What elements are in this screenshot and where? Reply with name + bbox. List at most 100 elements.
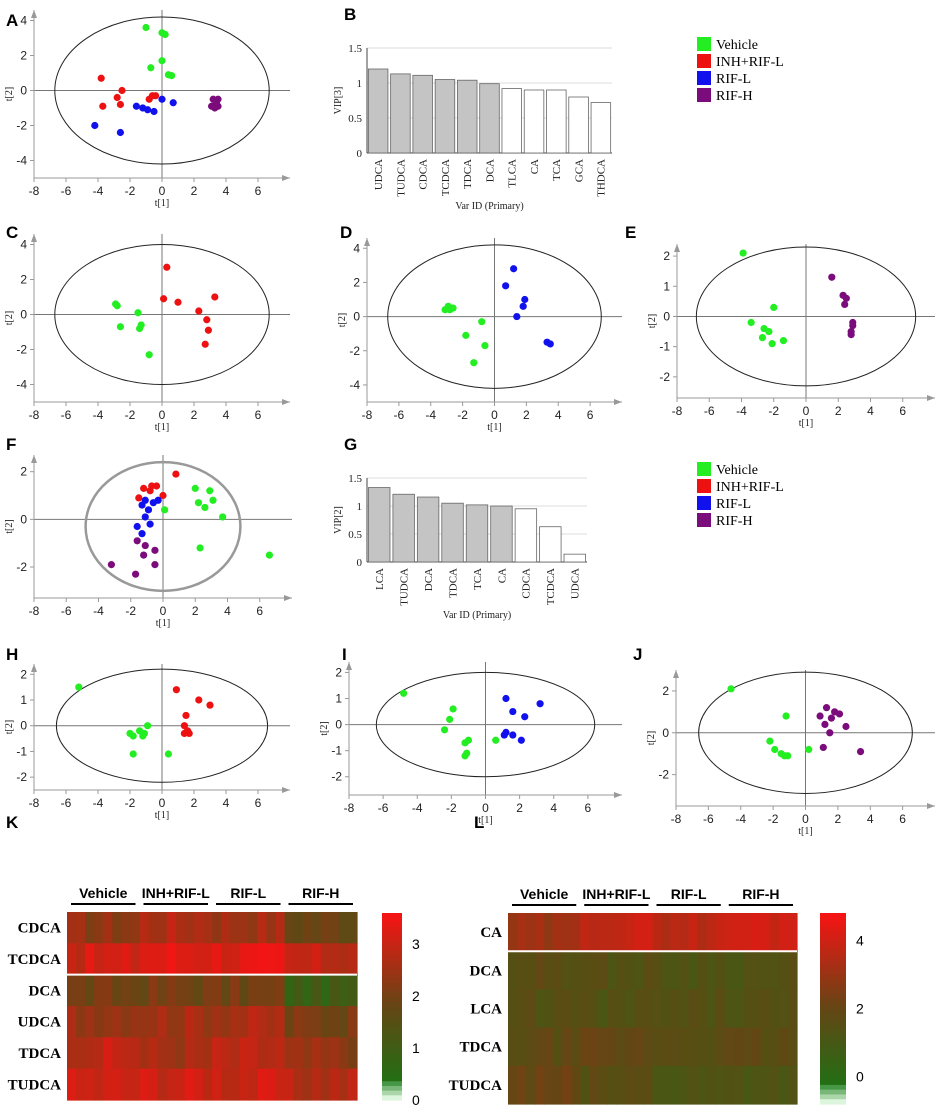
bottom-axis-arrow [282, 175, 290, 181]
scatter-point-rif_h [821, 720, 829, 729]
heatmap-cell [184, 943, 195, 976]
confidence-ellipse [54, 244, 270, 385]
heatmap-cell [724, 1027, 735, 1067]
y-tick-label: -4 [16, 154, 27, 168]
colorbar-segment [382, 941, 402, 947]
colorbar-segment [820, 1056, 846, 1062]
heatmap-cell [157, 912, 168, 944]
colorbar-segment [382, 955, 402, 961]
bottom-axis-arrow [927, 395, 935, 401]
heatmap-cell [293, 974, 304, 1007]
bottom-axis-arrow [927, 803, 935, 809]
heatmap-cell [733, 989, 744, 1029]
x-tick-label: 0 [159, 796, 166, 810]
legend-swatch [697, 37, 711, 51]
confidence-ellipse [55, 668, 269, 783]
heatmap-cell [571, 1027, 581, 1067]
heatmap-cell [76, 1068, 86, 1101]
y-axis-label: t[2] [319, 721, 330, 735]
heatmap-cell [661, 1065, 672, 1105]
heatmap-cell [535, 913, 545, 952]
heatmap-cell [706, 913, 717, 952]
heatmap-cell [760, 989, 771, 1029]
heatmap-group-label: INH+RIF-L [582, 886, 651, 902]
scatter-point-rif_h [835, 710, 844, 718]
heatmap-cell [85, 1006, 95, 1038]
x-axis-label: t[1] [156, 618, 170, 629]
scatter-point-vehicle [75, 683, 83, 691]
heatmap-cell [347, 912, 358, 944]
heatmap-cell [787, 1027, 798, 1067]
x-tick-label: -4 [93, 604, 104, 618]
heatmap-cell [625, 989, 636, 1029]
scatter-point-rif_h [816, 712, 824, 720]
vip-bar [546, 89, 567, 154]
colorbar-segment [820, 989, 846, 995]
scatter-point-inh_rif_l [99, 102, 107, 110]
scatter-point-rif_l [133, 522, 141, 531]
heatmap-cell [607, 951, 617, 990]
scatter-point-vehicle [194, 499, 203, 507]
scatter-point-rif_l [154, 496, 162, 504]
heatmap-cell [293, 943, 304, 976]
colorbar-segment [820, 1051, 846, 1057]
scatter-point-inh_rif_l [172, 470, 180, 478]
heatmap-cell [562, 1065, 572, 1105]
heatmap-cell [553, 951, 563, 990]
heatmap-cell [320, 1068, 331, 1101]
heatmap-cell [112, 1068, 122, 1101]
y-tick-label: -1 [659, 340, 670, 354]
heatmap-cell [130, 974, 141, 1007]
colorbar-segment [820, 1084, 846, 1091]
heatmap-cell [112, 1037, 122, 1070]
scatter-point-rif_l [146, 520, 154, 528]
heatmap-cell [130, 1068, 141, 1101]
heatmap-cell [293, 912, 304, 944]
vip-bar [390, 73, 411, 154]
scatter-point-vehicle [446, 306, 454, 314]
x-tick-label: 0 [491, 408, 498, 422]
bottom-axis-arrow [284, 595, 292, 601]
x-tick-label: 4 [224, 604, 231, 618]
colorbar-tick-label: 2 [412, 988, 420, 1004]
bar-category-label: CA [496, 568, 508, 583]
colorbar-segment [820, 922, 846, 928]
heatmap-cell [221, 943, 231, 976]
heatmap-cell [526, 1065, 536, 1105]
x-tick-label: 0 [160, 604, 167, 618]
heatmap-cell [257, 974, 267, 1007]
scatter-point-inh_rif_l [116, 100, 124, 109]
scatter-point-vehicle [265, 551, 274, 559]
scatter-point-inh_rif_l [97, 74, 105, 82]
x-tick-label: 0 [802, 812, 809, 826]
x-tick-label: -2 [125, 184, 136, 198]
scatter-point-rif_h [828, 273, 836, 281]
heatmap-cell [239, 912, 249, 944]
heatmap-cell [733, 951, 744, 990]
confidence-ellipse [375, 671, 596, 778]
legend-top: Vehicle INH+RIF-L RIF-L RIF-H [697, 37, 784, 104]
scatter-point-rif_l [132, 102, 140, 110]
panel-label-H: H [6, 645, 18, 664]
heatmap-cell [589, 989, 599, 1029]
colorbar-segment [382, 1039, 402, 1045]
heatmap-cell [202, 1068, 213, 1101]
scatter-point-vehicle [161, 506, 169, 514]
legend-label: RIF-L [716, 72, 751, 87]
scatter-point-rif_h [842, 294, 850, 302]
heatmap-cell [212, 974, 222, 1007]
heatmap-cell [661, 951, 672, 990]
heatmap-cell [697, 989, 708, 1029]
y-tick-label: 1.5 [348, 473, 362, 485]
x-axis-label: Var ID (Primary) [443, 610, 511, 621]
heatmap-cell [67, 912, 77, 944]
scatter-point-vehicle [765, 327, 773, 336]
x-tick-label: 0 [159, 184, 166, 198]
y-tick-label: 2 [662, 684, 669, 698]
scatter-point-vehicle [805, 745, 813, 754]
heatmap-cell [275, 974, 286, 1007]
scatter-point-rif_h [151, 546, 159, 554]
y-tick-label: 2 [663, 249, 670, 263]
scatter-point-vehicle [142, 23, 150, 32]
x-tick-label: -8 [672, 404, 683, 418]
